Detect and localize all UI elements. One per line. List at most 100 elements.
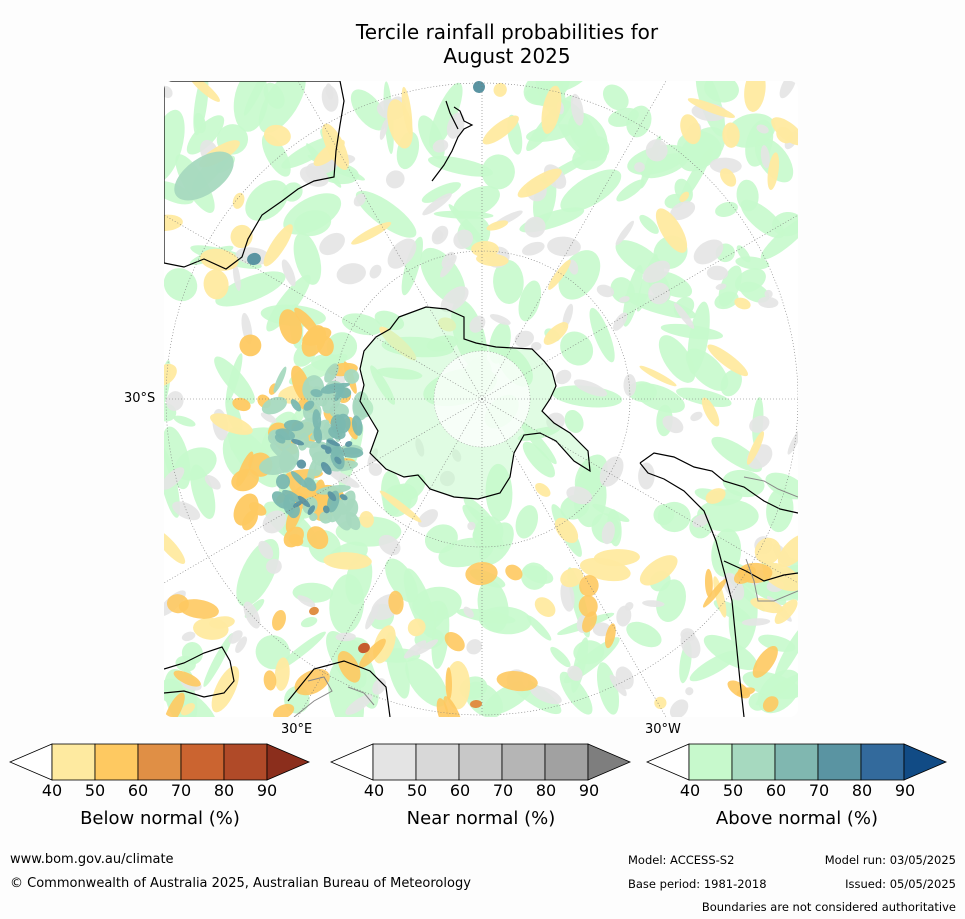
shading-patch [634, 162, 645, 173]
shading-patch [322, 123, 349, 171]
shading-patch [477, 580, 509, 633]
shading-patch [615, 220, 635, 246]
shading-patch [279, 309, 303, 344]
shading-patch [164, 529, 186, 564]
tick-label: 90 [256, 781, 278, 800]
shading-patch [225, 353, 243, 403]
shading-patch [387, 238, 417, 269]
shading-patch [274, 434, 286, 444]
shading-patch [297, 495, 311, 508]
shading-patch [701, 397, 720, 427]
latitude-label: 30°S [124, 391, 156, 406]
shading-patch [204, 475, 221, 490]
shading-patch [690, 411, 703, 422]
shading-patch [401, 86, 413, 135]
shading-patch [567, 665, 583, 681]
shading-patch [642, 260, 671, 283]
shading-patch [762, 696, 779, 712]
shading-patch [345, 511, 361, 531]
shading-patch [707, 344, 749, 377]
tick-label: 60 [127, 781, 149, 800]
shading-patch [673, 302, 695, 329]
shading-patch [297, 595, 316, 608]
shading-patch [639, 214, 659, 234]
shading-patch [481, 154, 515, 190]
legend-title-below: Below normal (%) [80, 808, 240, 829]
shading-patch [432, 229, 444, 242]
shading-patch [762, 562, 798, 592]
shading-patch [599, 456, 624, 487]
shading-patch [579, 575, 599, 597]
shading-patch [210, 413, 253, 435]
shading-patch [372, 678, 387, 695]
shading-patch [615, 666, 634, 690]
legend-above-normal: 40 50 60 70 80 90 [646, 743, 948, 801]
colorbar-extension-low [330, 743, 374, 781]
shading-patch [290, 399, 302, 412]
colorbar-extension-high [266, 743, 311, 781]
shading-patch [312, 409, 322, 431]
new-zealand-coastline [431, 100, 474, 182]
shading-patch [329, 574, 365, 634]
shading-patch [444, 631, 465, 652]
shading-patch [292, 500, 303, 508]
shading-patch [263, 224, 293, 267]
shading-patch [560, 331, 594, 366]
shading-patch [560, 567, 584, 588]
colorbar-segment [544, 743, 589, 781]
shading-patch [309, 512, 318, 522]
shading-patch [164, 109, 185, 183]
shading-patch [300, 616, 318, 628]
shading-patch [760, 215, 798, 260]
shading-patch [530, 341, 542, 351]
shading-patch [164, 363, 177, 387]
country-borders-sa [743, 476, 798, 602]
shading-patch [653, 504, 675, 525]
shading-patch [645, 139, 668, 162]
shading-patch [258, 81, 306, 133]
shading-patch [441, 251, 455, 268]
colorbar-segment [860, 743, 905, 781]
shading-patch [281, 135, 339, 169]
colorbar-extension-low [9, 743, 53, 781]
shading-patch [418, 600, 447, 631]
shading-patch [760, 145, 770, 169]
tick-label: 40 [679, 781, 701, 800]
shading-patch [735, 256, 770, 270]
shading-patch [337, 651, 361, 683]
shading-patch [293, 232, 322, 285]
disclaimer-text: Boundaries are not considered authoritat… [701, 900, 956, 914]
colorbar-segment [415, 743, 460, 781]
tick-label: 60 [449, 781, 471, 800]
shading-patch [239, 334, 262, 357]
shading-patch [174, 447, 217, 481]
shading-patch [609, 674, 627, 697]
shading-patch [522, 241, 545, 256]
shading-patch [307, 505, 316, 515]
shading-patch [758, 634, 796, 652]
shading-patch [232, 397, 251, 412]
shading-patch [281, 259, 296, 287]
shading-patch [764, 289, 773, 299]
shading-patch [692, 514, 710, 528]
tick-label: 50 [84, 781, 106, 800]
shading-patch [345, 441, 353, 447]
shading-patch [326, 332, 358, 362]
shading-patch [335, 632, 356, 642]
map-title: Tercile rainfall probabilities for Augus… [0, 20, 965, 68]
shading-patch [626, 621, 662, 648]
model-text: Model: ACCESS-S2 [628, 853, 735, 867]
website-link[interactable]: www.bom.gov.au/climate [10, 852, 174, 867]
shading-patch [403, 640, 427, 659]
shading-patch [174, 151, 234, 201]
title-line-1: Tercile rainfall probabilities for [355, 20, 659, 44]
shading-patch [261, 133, 291, 177]
shading-patch [321, 85, 339, 112]
shading-patch [566, 486, 593, 505]
shading-patch [345, 694, 373, 715]
shading-patch [734, 297, 751, 310]
colorbar-segment [731, 743, 776, 781]
shading-patch [655, 208, 688, 253]
shading-patch [765, 472, 798, 500]
shading-patch [776, 127, 793, 144]
